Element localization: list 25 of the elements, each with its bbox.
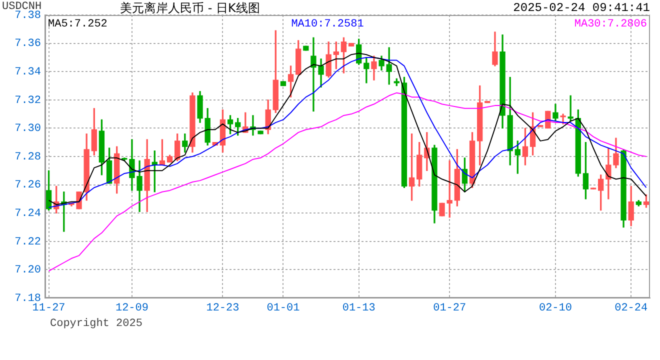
y-tick-label: 7.30: [14, 123, 41, 136]
y-tick-label: 7.26: [14, 180, 41, 192]
y-tick-label: 7.34: [14, 66, 42, 79]
y-tick-label: 7.20: [14, 264, 41, 277]
x-tick-label: 12-09: [115, 302, 148, 315]
candlestick: [560, 114, 566, 124]
x-tick-label: 01-13: [342, 302, 376, 315]
text: MA30:7.2806: [574, 18, 647, 30]
x-tick-label: 01-27: [433, 302, 466, 315]
x-tick-label: 01-01: [266, 302, 300, 315]
x-tick-label: 11-27: [32, 302, 66, 315]
text: 2025-02-24 09:41:41: [513, 1, 650, 15]
text: Copyright 2025: [50, 318, 142, 330]
y-tick-label: 7.28: [14, 151, 41, 164]
text: MA10:7.2581: [291, 18, 364, 30]
y-tick-label: 7.38: [14, 10, 41, 22]
chart-title: 美元离岸人民币 - 日K线图: [120, 0, 260, 17]
y-tick-label: 7.22: [14, 236, 41, 248]
text: MA5:7.252: [48, 18, 108, 30]
y-tick-label: 7.36: [14, 38, 41, 50]
x-tick-label: 02-10: [538, 302, 572, 315]
x-tick-label: 02-24: [614, 302, 648, 315]
y-tick-label: 7.24: [14, 208, 42, 220]
y-tick-label: 7.32: [14, 94, 41, 107]
x-tick-label: 12-23: [206, 302, 240, 315]
